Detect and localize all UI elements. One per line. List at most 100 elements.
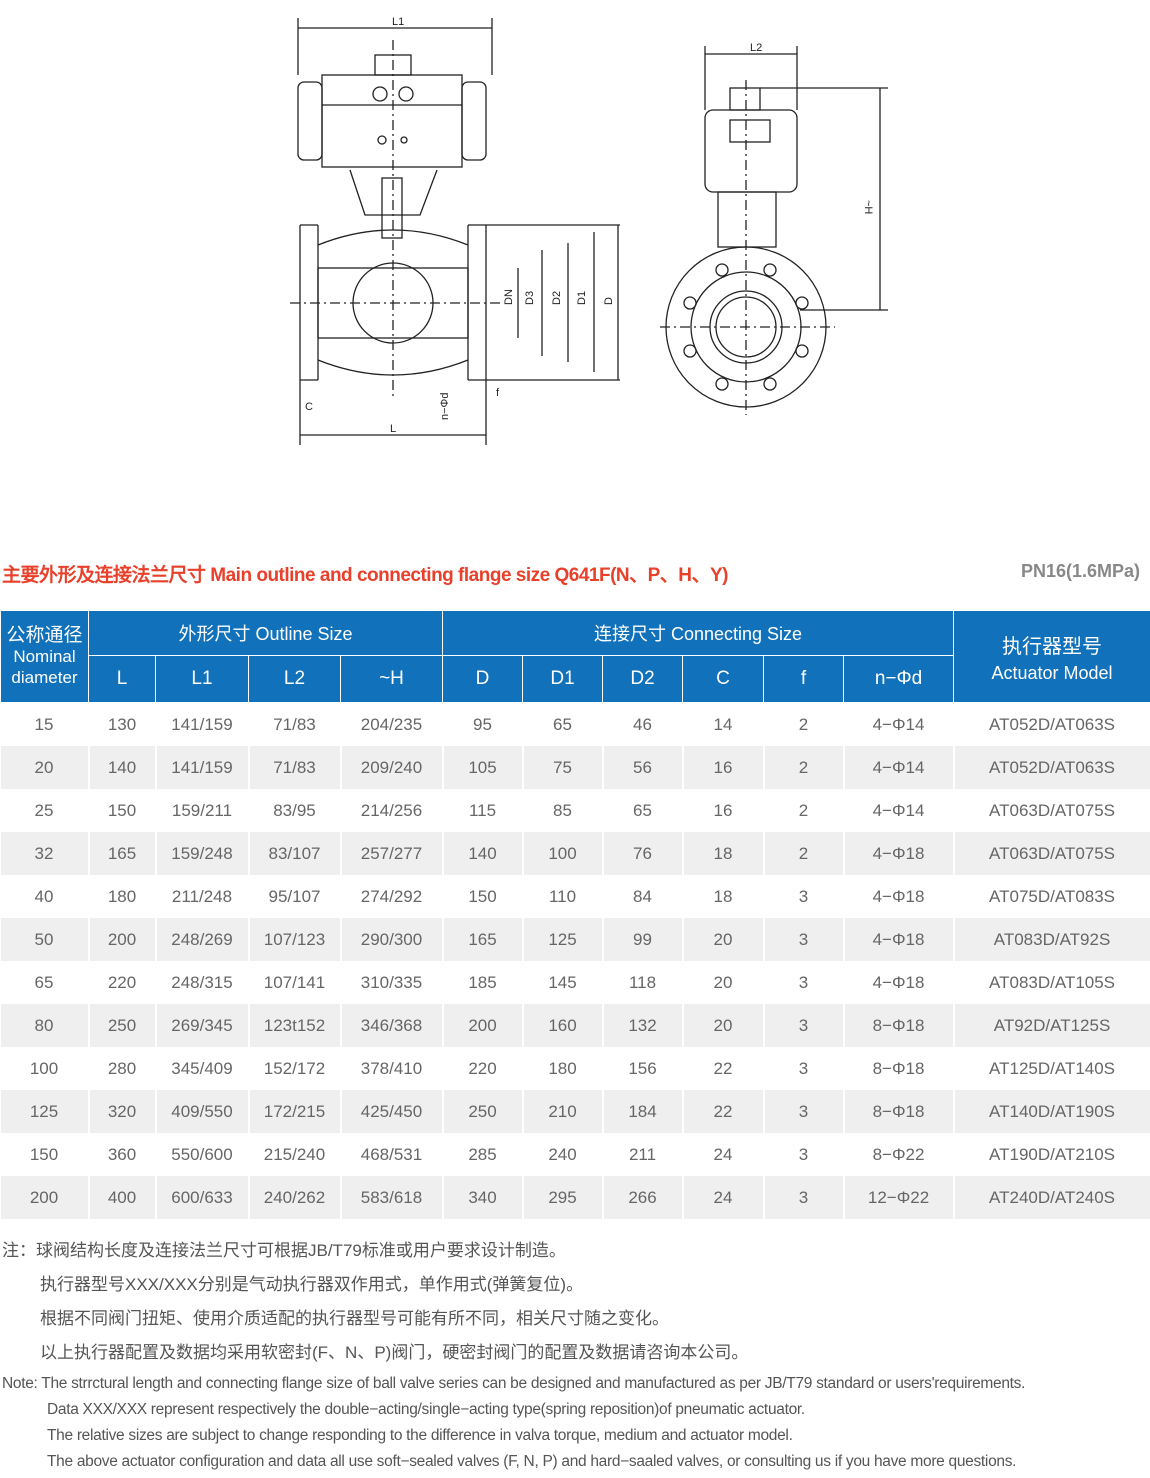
table-cell: 400 [89,1176,156,1219]
column-header: D1 [523,656,603,703]
table-cell: 85 [523,789,603,832]
table-cell: 22 [683,1047,764,1090]
note-en: The above actuator configuration and dat… [2,1452,1025,1478]
table-cell: 3 [764,1047,844,1090]
table-cell: 240/262 [249,1176,341,1219]
table-cell: 123t152 [249,1004,341,1047]
table-cell: AT083D/AT105S [954,961,1150,1004]
label-L: L [390,423,396,435]
header-actuator-cn: 执行器型号 [954,630,1150,659]
column-header: L1 [156,656,249,703]
table-cell: 125 [1,1090,89,1133]
table-cell: 214/256 [341,789,443,832]
table-cell: 156 [603,1047,683,1090]
table-cell: 378/410 [341,1047,443,1090]
table-cell: 20 [683,918,764,961]
table-cell: 105 [443,746,523,789]
label-DN: DN [503,289,515,305]
note-cn: 执行器型号XXX/XXX分别是气动执行器双作用式，单作用式(弹簧复位)。 [2,1274,748,1308]
table-cell: 159/248 [156,832,249,875]
table-cell: 180 [523,1047,603,1090]
table-cell: 4−Φ14 [844,703,954,747]
table-cell: 215/240 [249,1133,341,1176]
table-cell: 248/269 [156,918,249,961]
table-cell: 40 [1,875,89,918]
label-D3: D3 [524,291,536,305]
table-cell: 25 [1,789,89,832]
column-header: D2 [603,656,683,703]
table-cell: 150 [1,1133,89,1176]
table-cell: 50 [1,918,89,961]
table-cell: 3 [764,1090,844,1133]
table-cell: 184 [603,1090,683,1133]
note-cn: 以上执行器配置及数据均采用软密封(F、N、P)阀门，硬密封阀门的配置及数据请咨询… [2,1342,748,1376]
column-header: f [764,656,844,703]
table-cell: 18 [683,832,764,875]
table-cell: 107/141 [249,961,341,1004]
table-cell: 209/240 [341,746,443,789]
table-cell: 165 [443,918,523,961]
table-cell: 4−Φ14 [844,746,954,789]
table-cell: 56 [603,746,683,789]
label-H: ~H [862,200,874,214]
table-cell: 8−Φ18 [844,1004,954,1047]
table-cell: AT240D/AT240S [954,1176,1150,1219]
table-cell: AT063D/AT075S [954,789,1150,832]
table-cell: 220 [89,961,156,1004]
table-cell: 4−Φ18 [844,918,954,961]
column-header: n−Φd [844,656,954,703]
table-cell: 115 [443,789,523,832]
table-cell: 99 [603,918,683,961]
header-nominal-diameter: 公称通径 Nominal diameter [1,611,89,703]
table-cell: 204/235 [341,703,443,747]
table-cell: 18 [683,875,764,918]
table-cell: 20 [683,961,764,1004]
table-cell: AT052D/AT063S [954,703,1150,747]
table-cell: 425/450 [341,1090,443,1133]
table-cell: 80 [1,1004,89,1047]
table-cell: 3 [764,1176,844,1219]
table-cell: 200 [1,1176,89,1219]
table-cell: 16 [683,789,764,832]
table-cell: 100 [523,832,603,875]
table-cell: 159/211 [156,789,249,832]
table-cell: 240 [523,1133,603,1176]
table-cell: AT083D/AT92S [954,918,1150,961]
table-cell: 8−Φ18 [844,1047,954,1090]
table-cell: 145 [523,961,603,1004]
table-cell: 200 [89,918,156,961]
table-cell: 150 [89,789,156,832]
table-cell: 140 [443,832,523,875]
table-cell: 2 [764,789,844,832]
valve-technical-drawing: L1 L2 ~H DN D3 D2 D1 D C L n−Φd f [0,0,1150,500]
table-cell: 468/531 [341,1133,443,1176]
label-n-d: n−Φd [439,393,451,420]
table-cell: 4−Φ18 [844,961,954,1004]
table-cell: 409/550 [156,1090,249,1133]
table-cell: AT190D/AT210S [954,1133,1150,1176]
column-header: C [683,656,764,703]
table-cell: 250 [89,1004,156,1047]
label-D: D [603,297,615,305]
label-L2: L2 [750,42,762,54]
table-cell: 132 [603,1004,683,1047]
table-cell: 210 [523,1090,603,1133]
note-en: The relative sizes are subject to change… [2,1426,1025,1452]
table-cell: 95/107 [249,875,341,918]
table-cell: AT125D/AT140S [954,1047,1150,1090]
table-cell: 2 [764,703,844,747]
table-cell: 71/83 [249,703,341,747]
dimensions-table: 公称通径 Nominal diameter 外形尺寸 Outline Size … [0,610,1150,1219]
column-header: D [443,656,523,703]
table-cell: 285 [443,1133,523,1176]
table-cell: 14 [683,703,764,747]
table-cell: 65 [603,789,683,832]
header-connecting-size: 连接尺寸 Connecting Size [443,611,954,656]
table-cell: 165 [89,832,156,875]
